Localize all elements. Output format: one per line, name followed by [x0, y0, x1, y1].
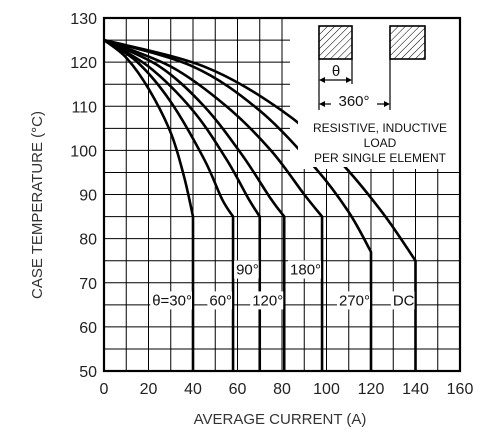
series-label-bg	[390, 291, 415, 310]
y-tick-label: 130	[70, 11, 97, 28]
series-labels: θ=30° 60°90° 120° 180° 270° DC	[150, 260, 415, 310]
series-label-bg	[150, 291, 192, 310]
series-label: 120°	[252, 292, 283, 309]
load-note-line1: RESISTIVE, INDUCTIVE	[313, 121, 447, 135]
x-tick-label: 0	[100, 381, 109, 398]
curve-120	[103, 38, 286, 371]
y-tick-label: 110	[71, 99, 97, 116]
series-label-bg	[207, 291, 233, 310]
load-note: RESISTIVE, INDUCTIVE LOAD PER SINGLE ELE…	[298, 119, 460, 167]
series-label: 180°	[290, 262, 321, 279]
series-label: 270°	[339, 292, 370, 309]
conduction-pulse-1	[318, 25, 353, 60]
series-label: 90°	[236, 262, 259, 279]
curve-180	[103, 38, 324, 371]
plot-grid	[104, 18, 460, 371]
curve-270	[103, 38, 373, 371]
series-label-bg	[250, 291, 284, 310]
waveform-inset: θ 360°	[318, 25, 426, 110]
x-tick-label: 160	[447, 381, 474, 398]
plot-frame	[102, 16, 462, 373]
tick-labels: 0 20 40 60 80 100 120 140 160 50 60 70 80 90 100 110 120…	[70, 11, 473, 398]
y-tick-label: 70	[79, 276, 97, 293]
curve-60	[103, 38, 235, 371]
y-axis-title: CASE TEMPERATURE (°C)	[29, 111, 46, 299]
load-note-line2: LOAD	[364, 136, 397, 150]
series-label: 60°	[209, 292, 232, 309]
y-tick-label: 120	[70, 55, 97, 72]
y-tick-label: 100	[70, 143, 97, 160]
x-tick-label: 100	[313, 381, 340, 398]
theta-label: θ	[332, 63, 340, 80]
curve-90	[103, 38, 262, 371]
x-tick-label: 40	[184, 381, 202, 398]
conduction-pulse-2	[389, 25, 426, 60]
y-tick-label: 90	[79, 188, 97, 205]
series-label: θ=30°	[152, 292, 192, 309]
x-axis-title: AVERAGE CURRENT (A)	[194, 411, 367, 428]
y-tick-label: 50	[79, 364, 97, 381]
x-tick-label: 20	[140, 381, 158, 398]
x-tick-label: 140	[402, 381, 429, 398]
x-tick-label: 80	[273, 381, 291, 398]
period-label: 360°	[338, 93, 369, 110]
series-label: DC	[393, 292, 415, 309]
y-tick-label: 80	[79, 232, 97, 249]
x-tick-label: 120	[358, 381, 385, 398]
load-note-bg	[298, 119, 460, 167]
curve-30	[103, 39, 195, 371]
series-label-bg	[336, 291, 370, 310]
y-tick-label: 60	[79, 320, 97, 337]
period-label-bg	[331, 92, 377, 108]
series-label-bg	[288, 260, 322, 279]
load-note-line3: PER SINGLE ELEMENT	[314, 151, 447, 165]
series-label-bg	[234, 260, 259, 279]
x-tick-label: 60	[229, 381, 247, 398]
